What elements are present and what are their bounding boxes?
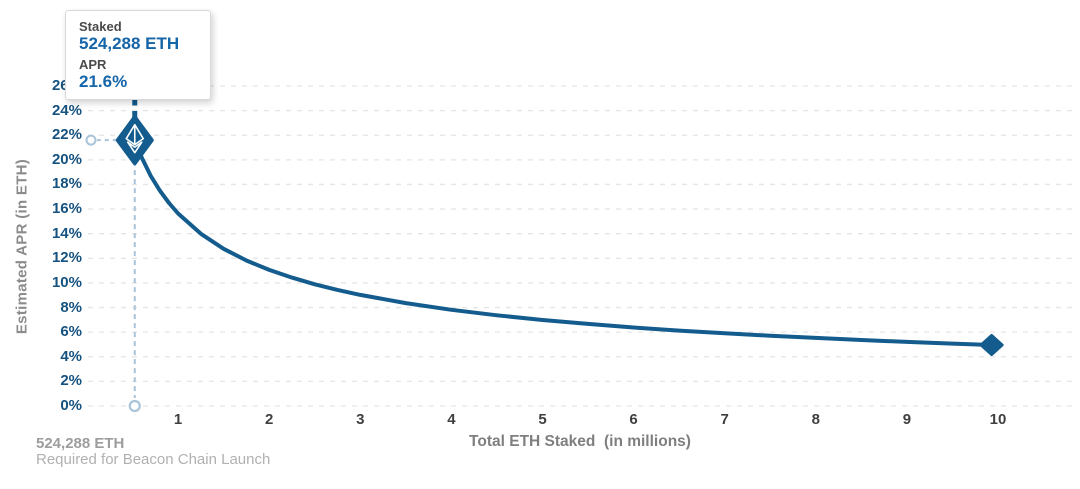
x-tick-label: 7 [720,411,729,428]
x-tick-label: 3 [356,411,365,428]
x-tick-label: 5 [538,411,547,428]
y-intercept-circle [85,134,97,146]
annotation-description: Required for Beacon Chain Launch [36,451,271,468]
x-tick-label: 1 [173,411,183,428]
x-tick-label: 10 [989,411,1007,428]
x-tick-label: 8 [811,411,820,428]
y-tick-label: 24% [51,101,82,119]
y-tick-label: 4% [60,347,82,365]
chart-tooltip: Staked 524,288 ETH APR 21.6% [65,10,211,100]
y-tick-label: 18% [51,175,82,193]
y-tick-label: 0% [60,397,82,414]
y-tick-label: 16% [51,200,82,218]
y-tick-label: 22% [51,126,82,144]
annotation-eth-amount: 524,288 ETH [36,435,125,452]
y-tick-label: 6% [60,323,82,341]
curve-end-marker[interactable] [979,333,1004,356]
x-tick-label: 6 [629,411,638,428]
y-tick-label: 12% [51,249,82,267]
beacon-launch-annotation: 524,288 ETH Required for Beacon Chain La… [36,436,270,467]
tooltip-staked-value: 524,288 ETH [79,34,180,53]
apr-curve[interactable] [132,138,994,347]
tooltip-staked-label: Staked [79,19,122,34]
y-tick-label: 10% [51,273,82,291]
y-tick-label: 20% [51,150,82,168]
tooltip-apr-value: 21.6% [79,72,128,91]
x-tick-label: 4 [447,411,456,428]
x-tick-label: 9 [902,411,912,428]
axis-intercept-circle [128,399,141,413]
eth-logo-bottom [126,141,143,154]
x-axis-title: Total ETH Staked (in millions) [469,433,691,450]
eth-logo-icon [125,123,145,146]
y-tick-label: 8% [60,298,82,316]
y-tick-label: 14% [51,224,82,242]
x-tick-label: 2 [265,411,274,428]
y-tick-label: 2% [60,372,82,390]
tooltip-apr-label: APR [79,57,107,72]
